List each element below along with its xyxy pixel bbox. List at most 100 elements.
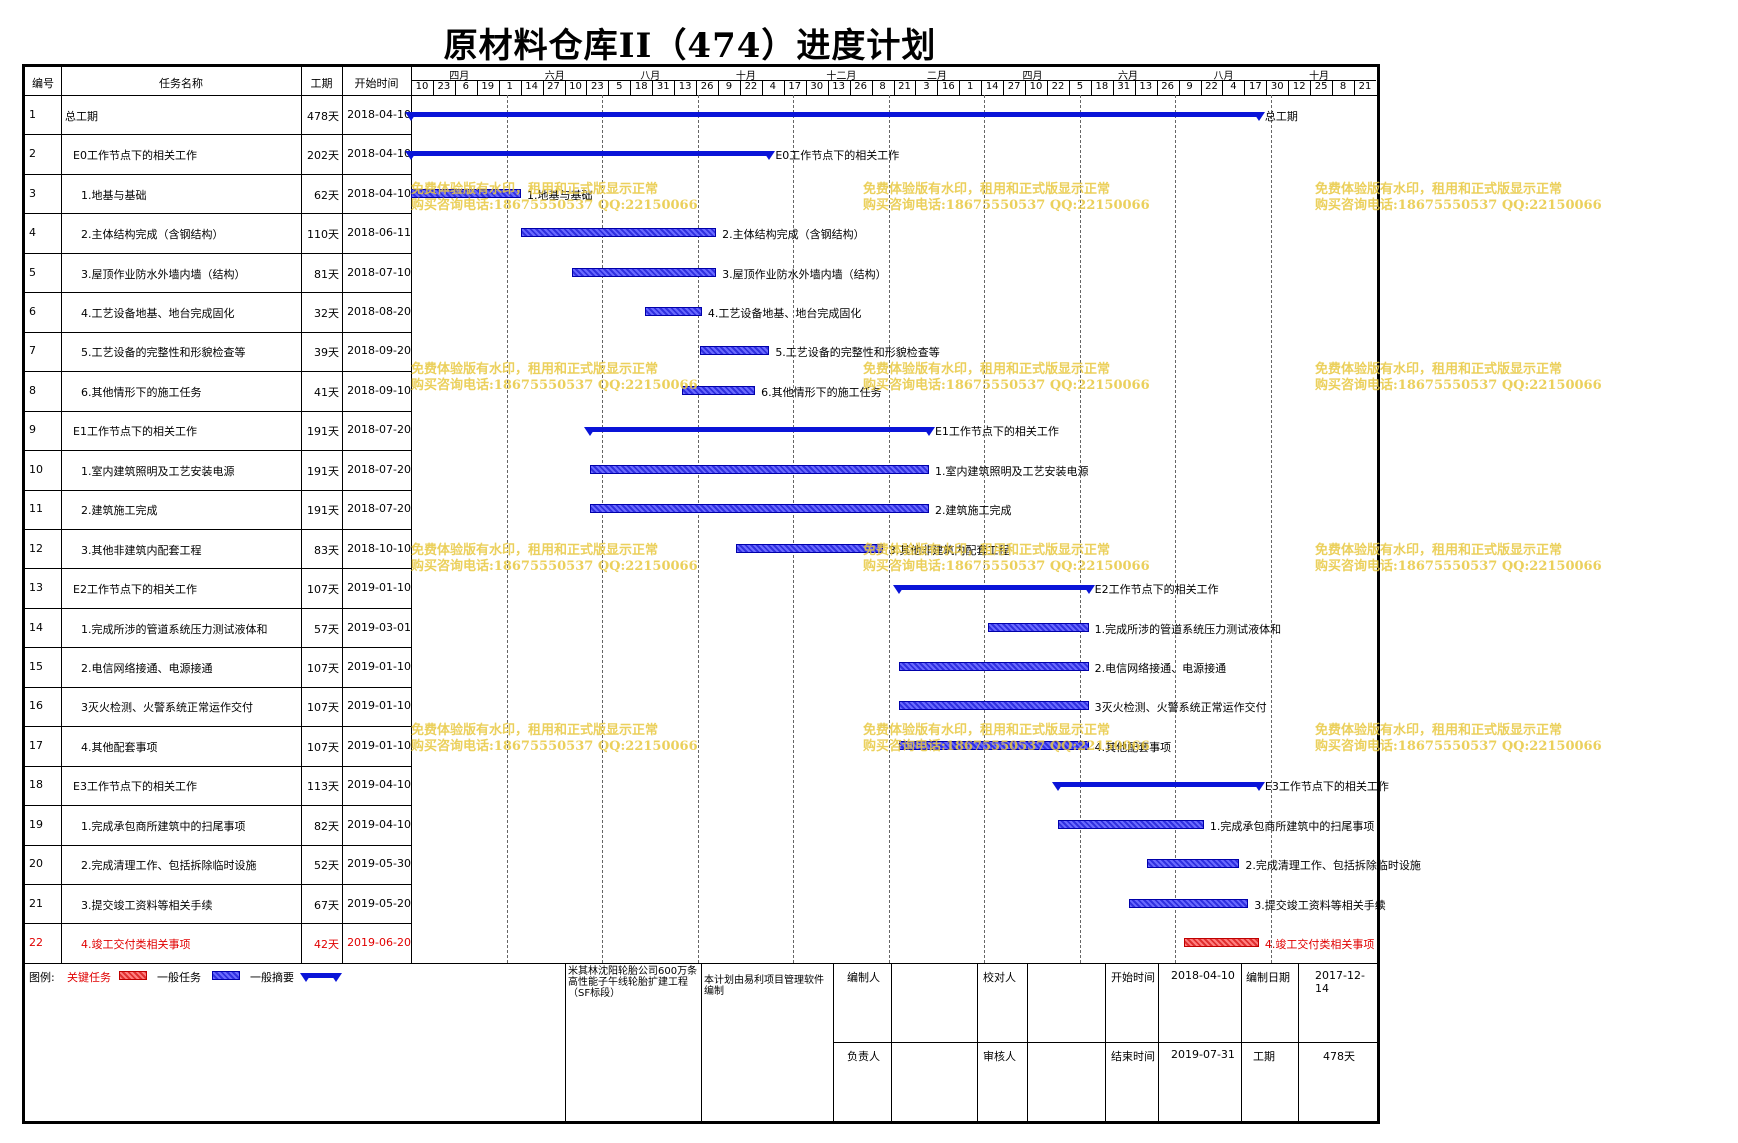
watermark: 免费体验版有水印，租用和正式版显示正常 购买咨询电话:18675550537 QQ… — [411, 723, 698, 755]
timescale-day-divider — [674, 80, 676, 95]
row-divider — [25, 134, 411, 136]
bar-label: 2.完成清理工作、包括拆除临时设施 — [1245, 859, 1421, 873]
summary-bar[interactable] — [405, 111, 1265, 121]
legend-summary-swatch — [300, 972, 342, 982]
task-bar[interactable] — [682, 385, 756, 395]
legend-label: 图例: — [29, 970, 55, 984]
timescale-month: 四月 — [449, 71, 470, 82]
task-id: 17 — [29, 738, 43, 752]
timescale-day-divider — [981, 80, 983, 95]
watermark-line: 购买咨询电话:18675550537 QQ:22150066 — [863, 378, 1150, 393]
watermark-line: 购买咨询电话:18675550537 QQ:22150066 — [1315, 198, 1602, 213]
summary-bar[interactable] — [405, 151, 776, 161]
watermark: 免费体验版有水印，租用和正式版显示正常 购买咨询电话:18675550537 QQ… — [863, 362, 1150, 394]
bar-label: 5.工艺设备的完整性和形貌检查等 — [775, 346, 940, 360]
timescale-day-divider — [652, 80, 654, 95]
timescale-day: 21 — [898, 81, 911, 92]
task-id: 7 — [29, 344, 36, 358]
row-divider — [25, 528, 411, 530]
row-divider — [25, 884, 411, 885]
month-gridline — [1175, 95, 1177, 963]
task-name: 3灭火检测、火警系统正常运作交付 — [81, 701, 253, 715]
task-id: 4 — [29, 226, 36, 240]
watermark-line: 免费体验版有水印，租用和正式版显示正常 — [1315, 362, 1563, 377]
task-name: 3.屋顶作业防水外墙内墙（结构） — [81, 267, 246, 281]
task-bar[interactable] — [645, 306, 702, 316]
task-bar[interactable] — [735, 543, 883, 553]
watermark-line: 免费体验版有水印，租用和正式版显示正常 — [411, 543, 659, 558]
task-bar[interactable] — [1058, 819, 1204, 829]
summary-start-marker — [892, 585, 905, 595]
task-duration: 83天 — [314, 543, 339, 557]
task-bar[interactable] — [590, 464, 929, 474]
critical-task-bar[interactable] — [1184, 938, 1259, 948]
task-id: 8 — [29, 383, 36, 397]
timescale-day-divider — [1354, 80, 1356, 95]
task-id: 9 — [29, 423, 36, 437]
watermark: 免费体验版有水印，租用和正式版显示正常 购买咨询电话:18675550537 QQ… — [411, 543, 698, 575]
timescale-day-divider — [1134, 80, 1136, 95]
timescale-day-divider — [1332, 80, 1334, 95]
task-bar[interactable] — [572, 267, 717, 277]
reviewer-label: 审核人 — [983, 1049, 1016, 1063]
end-label: 结束时间 — [1111, 1049, 1155, 1063]
watermark: 免费体验版有水印，租用和正式版显示正常 购买咨询电话:18675550537 QQ… — [1315, 543, 1602, 575]
task-start: 2018-10-10 — [347, 541, 411, 555]
column-divider — [342, 67, 343, 963]
task-id: 21 — [29, 896, 43, 910]
timescale-day: 27 — [1007, 81, 1021, 92]
task-duration: 67天 — [314, 898, 339, 912]
summary-bar[interactable] — [1052, 782, 1265, 792]
task-bar[interactable] — [898, 740, 1089, 750]
footer-software: 本计划由易利项目管理软件编制 — [704, 974, 824, 997]
date-label: 编制日期 — [1246, 970, 1290, 984]
watermark-line: 免费体验版有水印，租用和正式版显示正常 — [1315, 723, 1563, 738]
task-bar[interactable] — [1129, 898, 1249, 908]
timescale-month: 十二月 — [826, 71, 857, 82]
timescale-day-divider — [761, 80, 763, 95]
summary-bar[interactable] — [584, 427, 935, 437]
watermark-line: 购买咨询电话:18675550537 QQ:22150066 — [411, 739, 698, 754]
task-bar[interactable] — [1147, 859, 1240, 869]
task-start: 2018-09-10 — [347, 383, 411, 397]
task-duration: 107天 — [307, 740, 339, 754]
timescale-day: 1 — [967, 81, 974, 92]
timescale-day: 9 — [725, 81, 733, 92]
task-bar[interactable] — [590, 504, 929, 514]
task-start: 2018-07-20 — [347, 423, 411, 437]
timescale-day-divider — [696, 80, 698, 95]
row-divider — [25, 607, 411, 609]
watermark-line: 免费体验版有水印，租用和正式版显示正常 — [863, 723, 1111, 738]
timescale-day-divider — [542, 80, 544, 95]
header-start: 开始时间 — [354, 77, 399, 90]
task-bar[interactable] — [898, 701, 1089, 711]
bar-label: E0工作节点下的相关工作 — [775, 149, 900, 163]
task-start: 2019-01-10 — [347, 581, 411, 595]
timescale-day: 6 — [462, 81, 469, 92]
dur-value: 478天 — [1323, 1049, 1355, 1063]
watermark-line: 购买咨询电话:18675550537 QQ:22150066 — [863, 198, 1150, 213]
task-name: 4.其他配套事项 — [81, 740, 158, 754]
watermark-line: 免费体验版有水印，租用和正式版显示正常 — [411, 723, 659, 738]
footer-divider — [701, 962, 702, 1121]
watermark: 免费体验版有水印，租用和正式版显示正常 购买咨询电话:18675550537 QQ… — [863, 723, 1150, 755]
timescale-month: 十月 — [735, 71, 756, 82]
summary-bar[interactable] — [892, 585, 1095, 595]
task-bar[interactable] — [520, 228, 717, 238]
task-bar[interactable] — [898, 662, 1089, 672]
task-bar[interactable] — [411, 188, 521, 198]
task-bar[interactable] — [987, 622, 1089, 632]
timescale-month: 十月 — [1309, 71, 1330, 82]
task-start: 2019-01-10 — [347, 738, 411, 752]
watermark: 免费体验版有水印，租用和正式版显示正常 购买咨询电话:18675550537 QQ… — [411, 182, 698, 214]
bar-label: 2.主体结构完成（含钢结构） — [722, 228, 865, 242]
header-bottom-line — [25, 95, 1377, 96]
watermark: 免费体验版有水印，租用和正式版显示正常 购买咨询电话:18675550537 QQ… — [863, 543, 1150, 575]
bar-label: 2.电信网络接通、电源接通 — [1094, 662, 1227, 676]
task-id: 5 — [29, 265, 36, 279]
watermark-line: 购买咨询电话:18675550537 QQ:22150066 — [1315, 559, 1602, 574]
task-bar[interactable] — [700, 346, 770, 356]
row-divider — [25, 686, 411, 688]
task-name: 1.完成承包商所建筑中的扫尾事项 — [81, 819, 246, 833]
summary-start-marker — [405, 111, 417, 121]
